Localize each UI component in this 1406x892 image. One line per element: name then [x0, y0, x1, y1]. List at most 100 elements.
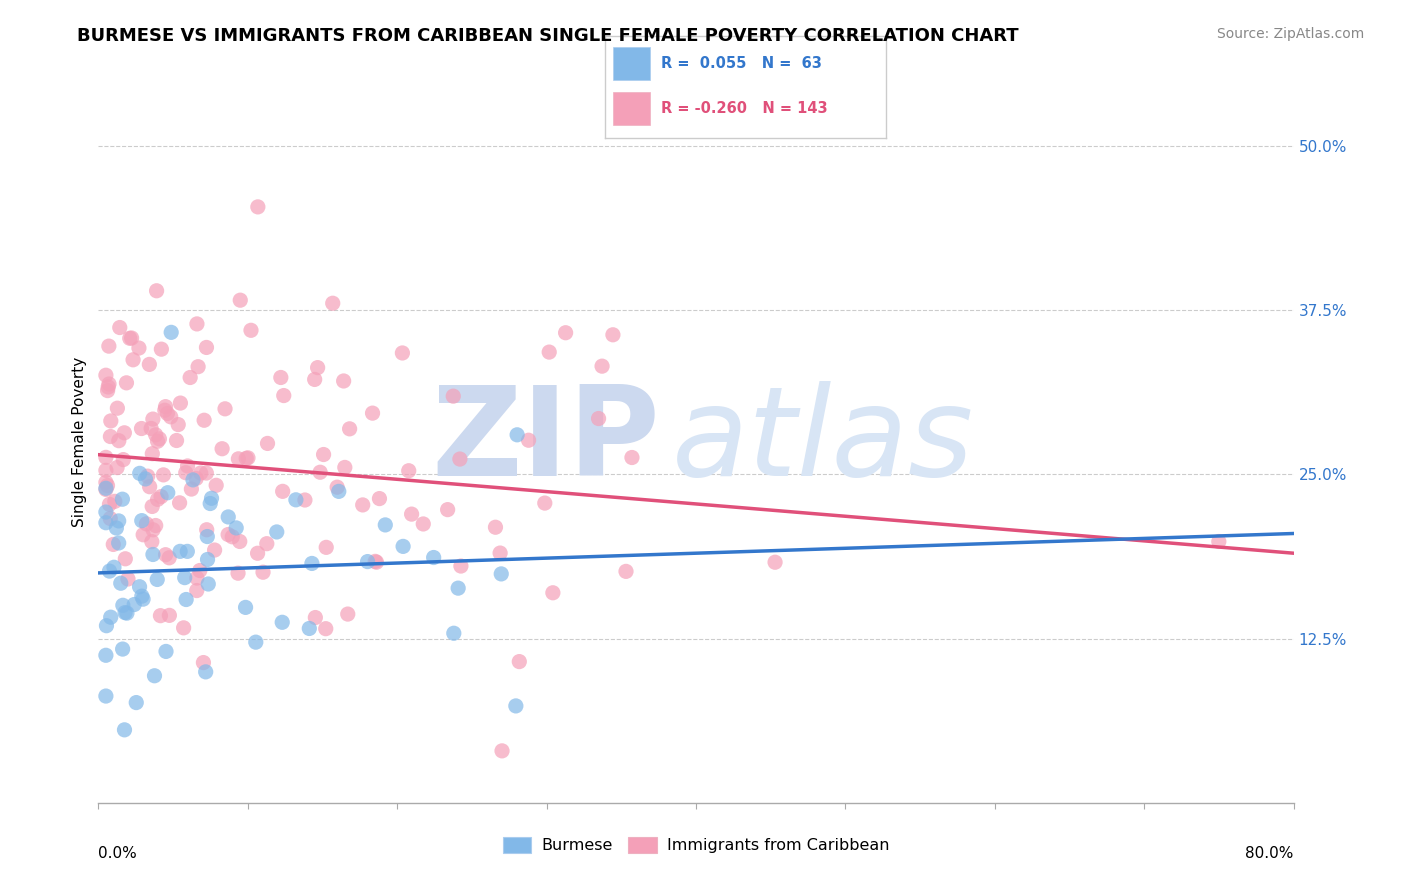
Point [169, 396, 191, 410]
Point [100, 429, 122, 443]
Point [169, 544, 191, 558]
Text: 80.0%: 80.0% [1246, 847, 1294, 861]
Point [105, 521, 128, 535]
Point [98, 376, 121, 391]
Text: 0.0%: 0.0% [98, 847, 138, 861]
Point [294, 493, 316, 508]
Point [508, 655, 530, 669]
Point [118, 331, 141, 345]
Point [188, 564, 211, 578]
Point [301, 557, 323, 571]
Point [309, 465, 332, 479]
Point [186, 571, 208, 585]
Point [173, 571, 195, 585]
Point [484, 520, 506, 534]
Point [366, 555, 388, 569]
Point [252, 565, 274, 579]
Text: atlas: atlas [672, 381, 974, 502]
Point [103, 560, 125, 574]
Point [491, 566, 513, 581]
Point [541, 586, 564, 600]
Point [112, 425, 135, 440]
Text: ZIP: ZIP [432, 381, 661, 502]
Point [195, 523, 218, 537]
Point [114, 606, 136, 620]
Point [333, 460, 356, 475]
Point [141, 500, 163, 514]
Point [157, 550, 180, 565]
Point [307, 360, 329, 375]
Point [94, 483, 117, 497]
Point [96, 618, 118, 632]
Point [186, 471, 208, 485]
Point [174, 592, 197, 607]
Y-axis label: Single Female Poverty: Single Female Poverty [72, 357, 87, 526]
Point [132, 528, 155, 542]
Point [138, 480, 160, 494]
Point [443, 626, 465, 640]
Point [142, 548, 165, 562]
Point [122, 598, 145, 612]
Point [211, 442, 233, 456]
Point [364, 554, 387, 568]
Point [374, 517, 396, 532]
Point [352, 498, 374, 512]
Point [96, 478, 118, 492]
Point [322, 296, 344, 310]
Point [114, 551, 136, 566]
Point [436, 502, 458, 516]
Point [398, 464, 420, 478]
Point [146, 434, 169, 449]
Point [270, 370, 292, 384]
Point [197, 552, 219, 566]
Point [150, 490, 173, 504]
Point [271, 484, 294, 499]
Point [94, 648, 117, 663]
Point [111, 599, 134, 613]
Point [266, 524, 288, 539]
Point [489, 546, 512, 560]
Point [304, 610, 326, 624]
Point [94, 505, 117, 519]
Point [235, 600, 257, 615]
Point [94, 368, 117, 383]
Point [240, 323, 263, 337]
Point [121, 331, 143, 345]
Point [132, 592, 155, 607]
Point [138, 358, 160, 372]
Point [328, 484, 350, 499]
Point [156, 485, 179, 500]
Point [422, 550, 444, 565]
Point [115, 376, 138, 390]
Point [176, 458, 198, 473]
Point [128, 580, 150, 594]
Point [131, 589, 153, 603]
Point [588, 411, 610, 425]
Text: BURMESE VS IMMIGRANTS FROM CARIBBEAN SINGLE FEMALE POVERTY CORRELATION CHART: BURMESE VS IMMIGRANTS FROM CARIBBEAN SIN… [77, 27, 1019, 45]
Point [110, 576, 132, 591]
Text: R = -0.260   N = 143: R = -0.260 N = 143 [661, 101, 828, 116]
Point [108, 320, 131, 334]
Point [391, 346, 413, 360]
Point [145, 284, 167, 298]
Point [392, 540, 415, 554]
Point [107, 514, 129, 528]
Point [174, 466, 197, 480]
Point [98, 564, 121, 578]
Point [763, 555, 786, 569]
Point [538, 345, 561, 359]
Point [194, 665, 217, 679]
Point [591, 359, 613, 373]
Point [94, 481, 117, 495]
Point [491, 744, 513, 758]
Point [190, 466, 212, 480]
Point [1208, 534, 1230, 549]
Point [326, 480, 349, 494]
Point [246, 546, 269, 560]
Point [401, 507, 423, 521]
Point [246, 200, 269, 214]
Point [221, 530, 243, 544]
Point [139, 421, 162, 435]
Point [153, 403, 176, 417]
Point [156, 407, 179, 421]
